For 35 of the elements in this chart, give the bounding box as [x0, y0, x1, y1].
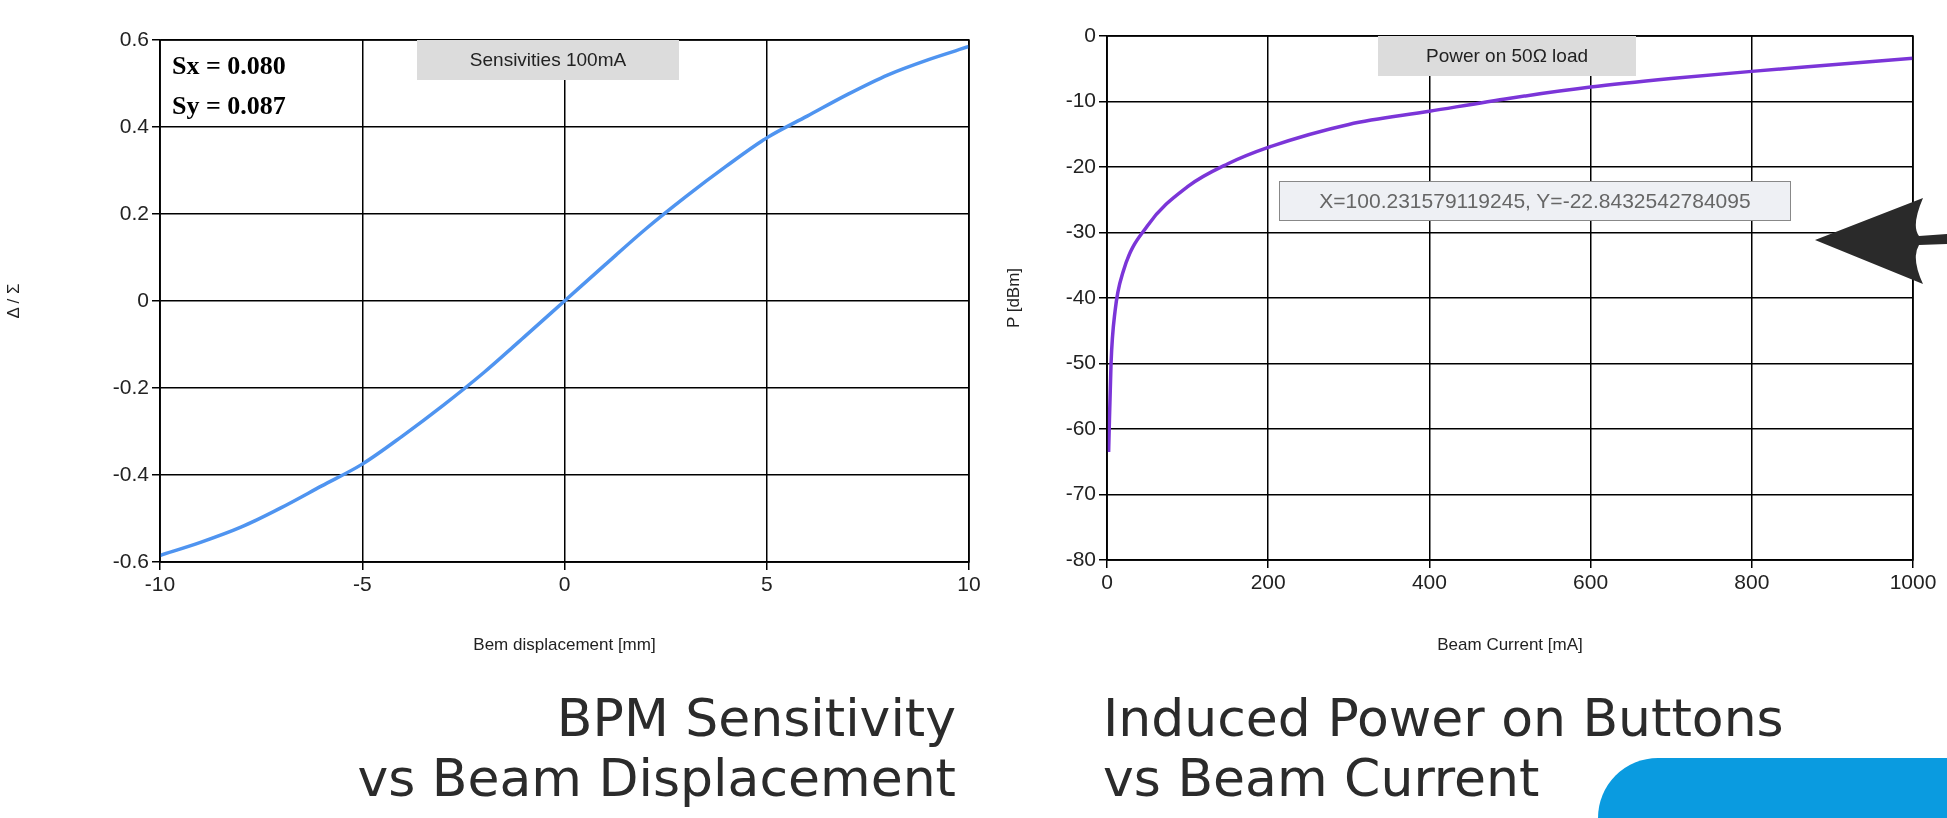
y-tick-label: 0.4 — [119, 113, 150, 137]
x-tick-label: 10 — [957, 572, 981, 596]
y-tick-label: -40 — [1065, 284, 1096, 308]
y-tick-label: -0.6 — [112, 548, 149, 572]
y-tick-label: -70 — [1065, 481, 1096, 505]
x-tick-label: 5 — [760, 572, 773, 596]
x-tick-label: 600 — [1573, 570, 1609, 594]
x-tick-label: 400 — [1411, 570, 1447, 594]
y-tick-label: 0 — [1084, 22, 1096, 46]
y-tick-label: -20 — [1065, 153, 1096, 177]
x-tick-label: 0 — [558, 572, 571, 596]
y-tick-label: -0.4 — [112, 461, 150, 485]
y-tick-label: -0.2 — [112, 374, 149, 398]
x-tick-label: 200 — [1250, 570, 1286, 594]
y-axis-title: P [dBm] — [1003, 267, 1023, 329]
y-tick-label: -60 — [1065, 415, 1096, 439]
x-axis-title: Bem displacement [mm] — [473, 635, 656, 655]
x-tick-label: 1000 — [1889, 570, 1937, 594]
x-tick-label: -10 — [144, 572, 176, 596]
text: BPM Sensitivity vs Beam Displacement — [357, 688, 956, 808]
y-tick-label: 0 — [137, 287, 149, 311]
y-tick-label: -10 — [1065, 88, 1096, 112]
y-tick-label: -30 — [1065, 219, 1096, 243]
text: Induced Power on Buttons vs Beam Current — [1103, 688, 1784, 808]
x-tick-label: -5 — [352, 572, 372, 596]
x-tick-label: 0 — [1101, 570, 1113, 594]
annotation: Sx = 0.080 — [172, 51, 286, 80]
x-axis-title: Beam Current [mA] — [1437, 635, 1583, 655]
y-tick-label: 0.6 — [119, 26, 149, 50]
y-tick-label: 0.2 — [119, 200, 149, 224]
x-tick-label: 800 — [1734, 570, 1770, 594]
y-axis-title: Δ / Σ — [3, 283, 23, 319]
y-tick-label: -50 — [1065, 350, 1096, 374]
annotation: Sy = 0.087 — [172, 91, 286, 120]
y-tick-label: -80 — [1065, 546, 1096, 570]
